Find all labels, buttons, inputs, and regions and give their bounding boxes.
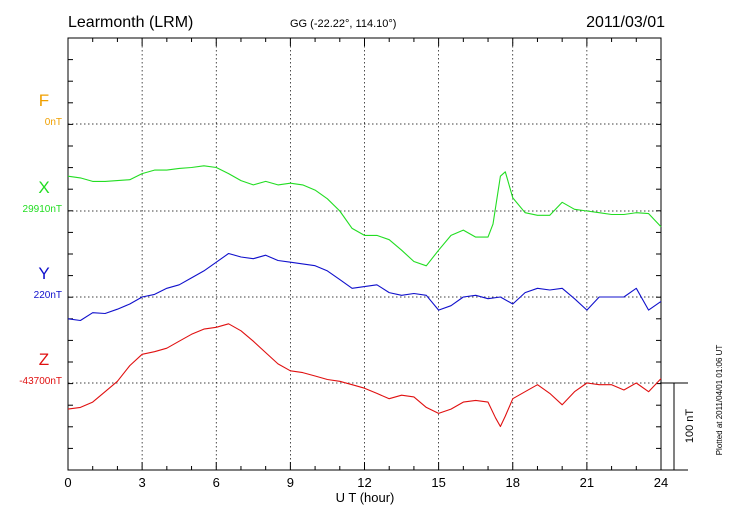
- x-tick-label: 9: [287, 475, 294, 490]
- series-name-f: F: [39, 91, 49, 110]
- grid: [68, 38, 661, 470]
- x-tick-label: 3: [139, 475, 146, 490]
- series-baseline-z: -43700nT: [19, 376, 62, 387]
- series-name-x: X: [38, 178, 49, 197]
- series-name-z: Z: [39, 350, 49, 369]
- series-name-y: Y: [38, 264, 49, 283]
- x-tick-labels: 0 3 6 9 12 15 18 21 24: [64, 475, 668, 490]
- scale-bar: [661, 382, 688, 471]
- series-baseline-x: 29910nT: [23, 204, 62, 215]
- x-tick-label: 12: [357, 475, 371, 490]
- x-tick-label: 24: [654, 475, 668, 490]
- series-line-x: [67, 165, 662, 267]
- series-baseline-f: 0nT: [45, 117, 62, 128]
- x-tick-label: 21: [580, 475, 594, 490]
- scale-bar-label: 100 nT: [684, 409, 696, 444]
- series-baseline-y: 220nT: [34, 290, 62, 301]
- station-title: Learmonth (LRM): [68, 14, 193, 31]
- series-line-y: [67, 252, 662, 322]
- axis-ticks: [67, 37, 662, 470]
- x-axis-label: U T (hour): [336, 490, 395, 505]
- series-lines: [67, 165, 662, 428]
- coordinates-label: GG (-22.22°, 114.10°): [290, 18, 396, 30]
- series-line-z: [67, 323, 662, 428]
- date-label: 2011/03/01: [586, 14, 665, 31]
- x-tick-label: 6: [213, 475, 220, 490]
- x-tick-label: 15: [431, 475, 445, 490]
- x-tick-label: 18: [506, 475, 520, 490]
- x-tick-label: 0: [64, 475, 71, 490]
- series-labels: F 0nT X 29910nT Y 220nT Z -43700nT: [19, 91, 62, 387]
- plotted-timestamp: Plotted at 2011/04/01 01:06 UT: [715, 345, 724, 456]
